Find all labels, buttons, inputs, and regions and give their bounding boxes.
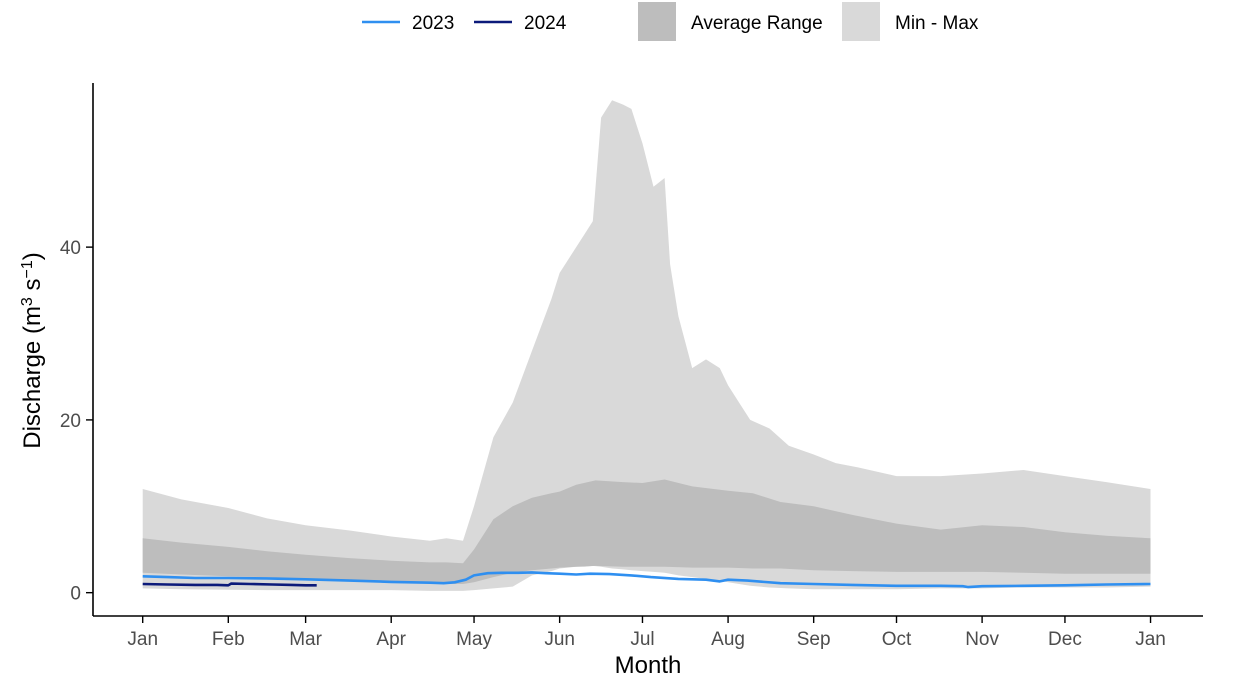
- range-bands: [142, 100, 1151, 591]
- y-tick-label: 0: [70, 584, 81, 605]
- y-axis-title-end: ): [19, 252, 46, 260]
- legend-key-swatch: [638, 2, 676, 41]
- x-tick-label: Jan: [127, 629, 158, 650]
- y-axis-title: Discharge (m3 s−1): [19, 252, 47, 449]
- line-2024: [142, 582, 317, 587]
- y-axis-ticks: 0 20 40: [60, 238, 93, 605]
- band-average-range: [142, 479, 1151, 584]
- x-tick-label: Apr: [376, 629, 406, 650]
- x-axis-title: Month: [615, 652, 682, 679]
- year-lines: [142, 571, 1151, 589]
- legend: 2023 2024 Average Range Min - Max: [362, 2, 979, 41]
- y-axis-title-main: Discharge (m: [19, 306, 46, 449]
- x-axis-ticks: Jan Feb Mar Apr May Jun Jul Aug Sep Oct Nov Dec Jan: [127, 616, 1166, 650]
- x-tick-label: Dec: [1048, 629, 1082, 650]
- band-min-max: [142, 100, 1151, 591]
- y-axis-title-sup1: 3: [19, 297, 36, 306]
- x-tick-label: Jul: [630, 629, 654, 650]
- legend-label: Average Range: [691, 13, 823, 34]
- y-axis-title-mid: s: [19, 278, 46, 297]
- x-tick-label: Oct: [882, 629, 912, 650]
- legend-item-average-range: Average Range: [638, 2, 823, 41]
- legend-label: 2024: [524, 13, 567, 34]
- legend-label: Min - Max: [895, 13, 979, 34]
- line-2023: [142, 571, 1151, 589]
- legend-item-2023: 2023: [362, 13, 454, 34]
- x-tick-label: Jun: [544, 629, 575, 650]
- x-tick-label: Jan: [1135, 629, 1166, 650]
- y-tick-label: 20: [60, 411, 81, 432]
- x-tick-label: Feb: [212, 629, 245, 650]
- legend-label: 2023: [412, 13, 454, 34]
- y-tick-label: 40: [60, 238, 81, 259]
- x-tick-label: Mar: [289, 629, 322, 650]
- legend-item-2024: 2024: [474, 13, 567, 34]
- legend-item-min-max: Min - Max: [842, 2, 979, 41]
- x-tick-label: Sep: [797, 629, 831, 650]
- legend-key-swatch: [842, 2, 880, 41]
- x-tick-label: Nov: [965, 629, 999, 650]
- y-axis-title-sup2: −1: [19, 260, 36, 278]
- plot-area: [142, 100, 1151, 591]
- x-tick-label: Aug: [711, 629, 745, 650]
- x-tick-label: May: [456, 629, 492, 650]
